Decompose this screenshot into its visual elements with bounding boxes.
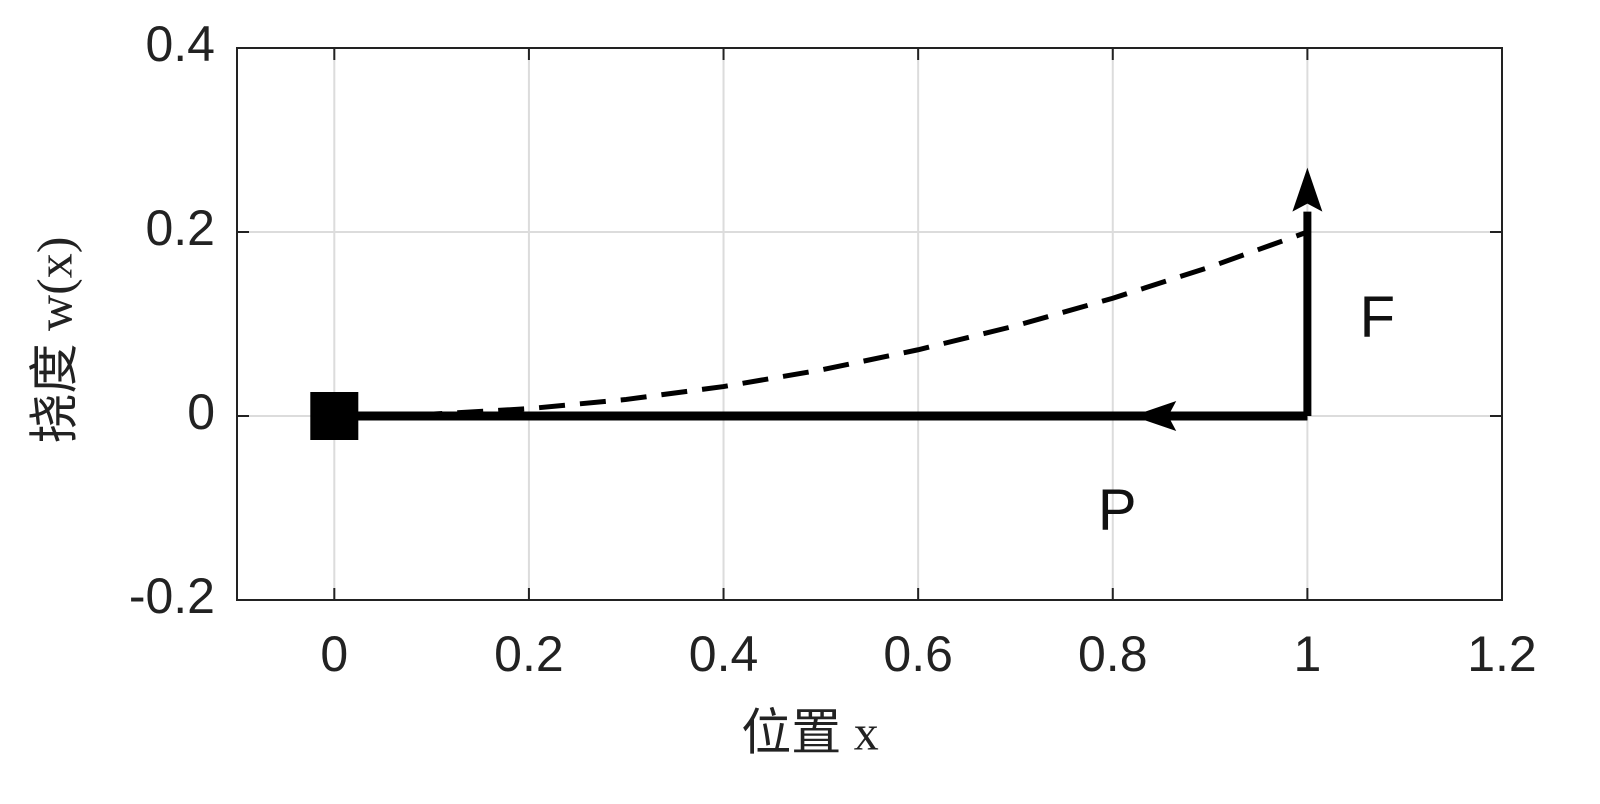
x-tick-label: 1.2 [1467,626,1537,682]
x-axis-label: 位置 x [741,704,879,760]
y-tick-label: 0.2 [145,200,215,256]
arrow-head [1132,401,1177,431]
x-tick-label: 0.2 [494,626,564,682]
y-tick-label: 0 [187,384,215,440]
y-tick-label: -0.2 [129,568,215,624]
arrow-label: P [1098,477,1137,542]
plot-area [237,48,1502,600]
x-tick-label: 1 [1293,626,1321,682]
x-tick-label: 0 [320,626,348,682]
axes-box [236,47,1503,601]
arrow-head [1292,167,1323,212]
x-tick-label: 0.8 [1078,626,1148,682]
y-axis-label: 挠度 w(x) [26,237,82,444]
x-tick-label: 0.6 [883,626,953,682]
x-tick-label: 0.4 [689,626,759,682]
fixed-support [310,392,359,440]
arrow-label: F [1360,285,1395,350]
deflection-curve [334,229,1309,419]
y-tick-label: 0.4 [145,16,215,72]
